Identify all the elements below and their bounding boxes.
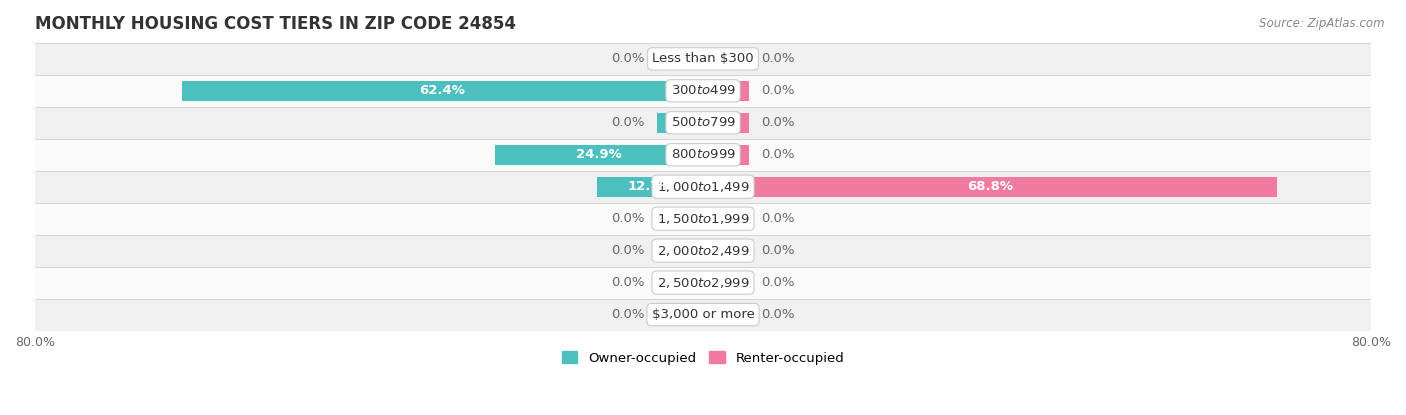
Bar — [657, 49, 703, 69]
Bar — [35, 139, 1371, 171]
Bar — [35, 267, 1371, 299]
Text: $2,500 to $2,999: $2,500 to $2,999 — [657, 276, 749, 290]
Bar — [35, 299, 1371, 331]
Text: $1,500 to $1,999: $1,500 to $1,999 — [657, 212, 749, 226]
Text: 24.9%: 24.9% — [576, 148, 621, 161]
Text: $2,000 to $2,499: $2,000 to $2,499 — [657, 244, 749, 258]
Text: 0.0%: 0.0% — [612, 308, 644, 321]
Bar — [703, 81, 749, 101]
Bar — [495, 145, 703, 165]
Bar — [35, 43, 1371, 75]
Bar — [35, 203, 1371, 234]
Text: Source: ZipAtlas.com: Source: ZipAtlas.com — [1260, 17, 1385, 29]
Text: Less than $300: Less than $300 — [652, 52, 754, 66]
Text: 0.0%: 0.0% — [762, 116, 794, 129]
Text: 0.0%: 0.0% — [612, 52, 644, 66]
Text: MONTHLY HOUSING COST TIERS IN ZIP CODE 24854: MONTHLY HOUSING COST TIERS IN ZIP CODE 2… — [35, 15, 516, 33]
Text: 0.0%: 0.0% — [762, 244, 794, 257]
Bar — [657, 113, 703, 133]
Bar — [35, 107, 1371, 139]
Text: 0.0%: 0.0% — [762, 52, 794, 66]
Text: 0.0%: 0.0% — [612, 116, 644, 129]
Bar — [703, 209, 749, 229]
Bar — [703, 305, 749, 325]
Bar — [703, 113, 749, 133]
Bar — [703, 273, 749, 293]
Text: 0.0%: 0.0% — [612, 276, 644, 289]
Text: 68.8%: 68.8% — [967, 180, 1014, 193]
Text: 0.0%: 0.0% — [762, 148, 794, 161]
Text: 0.0%: 0.0% — [612, 212, 644, 225]
Text: 0.0%: 0.0% — [762, 212, 794, 225]
Bar — [598, 177, 703, 197]
Text: $800 to $999: $800 to $999 — [671, 148, 735, 161]
Text: 0.0%: 0.0% — [612, 244, 644, 257]
Bar — [657, 305, 703, 325]
Bar — [657, 273, 703, 293]
Text: 0.0%: 0.0% — [762, 308, 794, 321]
Bar — [35, 234, 1371, 267]
Bar — [703, 177, 1278, 197]
Bar — [703, 241, 749, 261]
Bar — [181, 81, 703, 101]
Text: 62.4%: 62.4% — [419, 84, 465, 98]
Text: $1,000 to $1,499: $1,000 to $1,499 — [657, 180, 749, 194]
Text: $3,000 or more: $3,000 or more — [651, 308, 755, 321]
Bar — [35, 75, 1371, 107]
Text: 12.7%: 12.7% — [627, 180, 673, 193]
Text: 0.0%: 0.0% — [762, 84, 794, 98]
Bar — [35, 171, 1371, 203]
Bar — [657, 209, 703, 229]
Text: $300 to $499: $300 to $499 — [671, 84, 735, 98]
Legend: Owner-occupied, Renter-occupied: Owner-occupied, Renter-occupied — [557, 346, 849, 370]
Text: 0.0%: 0.0% — [762, 276, 794, 289]
Bar — [703, 49, 749, 69]
Bar — [703, 145, 749, 165]
Text: $500 to $799: $500 to $799 — [671, 116, 735, 129]
Bar — [657, 241, 703, 261]
